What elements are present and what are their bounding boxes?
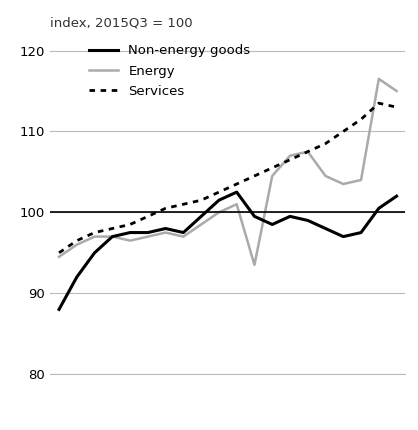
Services: [341, 129, 346, 134]
Energy: [145, 234, 150, 239]
Energy: [288, 153, 293, 158]
Energy: [181, 234, 186, 239]
Non-energy goods: [376, 206, 381, 211]
Non-energy goods: [359, 230, 364, 235]
Energy: [74, 242, 79, 247]
Services: [359, 117, 364, 122]
Non-energy goods: [145, 230, 150, 235]
Energy: [127, 238, 133, 243]
Energy: [341, 181, 346, 187]
Non-energy goods: [341, 234, 346, 239]
Non-energy goods: [110, 234, 115, 239]
Line: Energy: Energy: [59, 79, 397, 265]
Non-energy goods: [234, 190, 239, 195]
Energy: [199, 222, 204, 227]
Line: Non-energy goods: Non-energy goods: [59, 192, 397, 310]
Energy: [394, 89, 399, 94]
Energy: [92, 234, 97, 239]
Non-energy goods: [181, 230, 186, 235]
Services: [56, 250, 61, 255]
Energy: [110, 234, 115, 239]
Services: [288, 157, 293, 163]
Non-energy goods: [127, 230, 133, 235]
Services: [199, 198, 204, 203]
Non-energy goods: [394, 194, 399, 199]
Energy: [163, 230, 168, 235]
Non-energy goods: [56, 307, 61, 312]
Services: [270, 165, 275, 170]
Services: [181, 202, 186, 207]
Services: [145, 214, 150, 219]
Non-energy goods: [270, 222, 275, 227]
Non-energy goods: [199, 214, 204, 219]
Services: [252, 173, 257, 178]
Legend: Non-energy goods, Energy, Services: Non-energy goods, Energy, Services: [89, 44, 250, 98]
Non-energy goods: [288, 214, 293, 219]
Services: [74, 238, 79, 243]
Energy: [305, 149, 310, 154]
Text: index, 2015Q3 = 100: index, 2015Q3 = 100: [50, 16, 193, 29]
Services: [217, 190, 222, 195]
Energy: [359, 178, 364, 183]
Services: [163, 206, 168, 211]
Services: [394, 104, 399, 110]
Energy: [270, 173, 275, 178]
Non-energy goods: [305, 218, 310, 223]
Energy: [217, 210, 222, 215]
Energy: [323, 173, 328, 178]
Services: [92, 230, 97, 235]
Services: [234, 181, 239, 187]
Services: [376, 101, 381, 106]
Line: Services: Services: [59, 103, 397, 253]
Non-energy goods: [74, 274, 79, 280]
Non-energy goods: [252, 214, 257, 219]
Services: [323, 141, 328, 146]
Services: [110, 226, 115, 231]
Energy: [376, 76, 381, 81]
Services: [127, 222, 133, 227]
Non-energy goods: [163, 226, 168, 231]
Services: [305, 149, 310, 154]
Energy: [56, 254, 61, 259]
Energy: [234, 202, 239, 207]
Non-energy goods: [323, 226, 328, 231]
Non-energy goods: [217, 198, 222, 203]
Non-energy goods: [92, 250, 97, 255]
Energy: [252, 262, 257, 267]
